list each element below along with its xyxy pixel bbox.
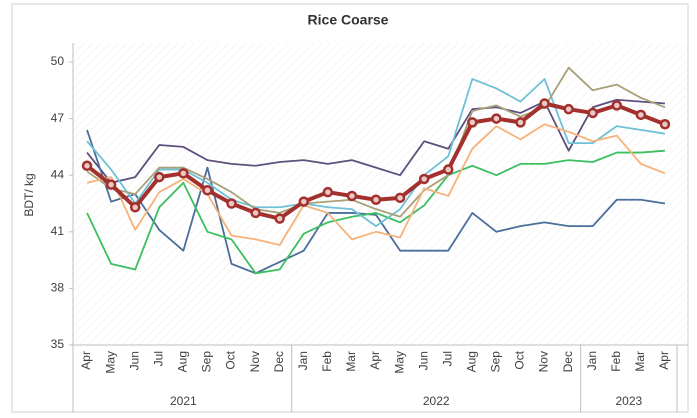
x-tick-label: Dec — [272, 351, 286, 372]
series-marker — [105, 179, 117, 190]
y-tick-label: 35 — [51, 337, 65, 351]
y-tick-label: 47 — [51, 111, 65, 125]
series-marker — [202, 185, 213, 196]
series-line — [86, 123, 666, 246]
series-marker — [226, 198, 237, 209]
y-tick-label: 44 — [51, 167, 65, 181]
chart-title: Rice Coarse — [308, 12, 389, 28]
x-tick-label: Apr — [79, 351, 93, 370]
series-marker — [274, 213, 285, 224]
series-line — [86, 129, 666, 275]
series-marker — [346, 190, 358, 202]
series-marker — [515, 117, 526, 128]
series-marker — [81, 160, 93, 172]
x-tick-label: May — [103, 351, 117, 374]
series-marker — [178, 168, 189, 179]
series-line — [86, 98, 666, 184]
x-tick-label: Feb — [609, 351, 623, 372]
series-marker — [611, 100, 623, 111]
series-marker — [491, 113, 502, 124]
x-tick-label: Apr — [657, 351, 671, 370]
plot-area — [73, 43, 685, 345]
x-tick-label: Jun — [416, 351, 430, 370]
series-marker — [587, 107, 598, 119]
x-tick-label: Apr — [368, 351, 382, 370]
x-tick-label: Feb — [320, 351, 334, 372]
series-marker — [659, 119, 671, 130]
x-group-label: 2023 — [615, 394, 642, 408]
x-tick-label: Mar — [344, 351, 358, 372]
x-tick-label: Nov — [537, 351, 551, 372]
series-marker — [635, 109, 647, 121]
x-tick-label: Aug — [464, 351, 478, 372]
x-tick-label: Aug — [176, 351, 190, 372]
x-tick-label: Nov — [248, 351, 262, 372]
series-marker — [418, 173, 430, 185]
series-marker — [442, 164, 454, 175]
x-tick-label: Jan — [585, 351, 599, 370]
x-tick-label: Jul — [440, 351, 454, 366]
x-tick-label: Oct — [513, 350, 527, 369]
series-marker — [129, 202, 141, 213]
y-axis-label: BDT/ kg — [22, 173, 36, 216]
series-marker — [539, 98, 550, 109]
series-marker — [322, 186, 334, 198]
series-marker — [394, 192, 406, 204]
series-marker — [370, 194, 382, 205]
series-line — [86, 149, 666, 275]
x-tick-label: Jan — [296, 351, 310, 370]
x-tick-label: Jul — [151, 351, 165, 366]
x-tick-label: Dec — [561, 351, 575, 372]
y-tick-label: 41 — [51, 224, 65, 238]
x-tick-label: Mar — [633, 351, 647, 372]
y-tick-label: 50 — [51, 54, 65, 68]
x-group-label: 2022 — [423, 394, 450, 408]
series-marker — [250, 207, 261, 219]
series-line — [86, 66, 666, 218]
y-tick-label: 38 — [51, 281, 65, 295]
x-tick-label: Oct — [224, 350, 238, 369]
x-tick-label: Sep — [200, 351, 214, 373]
x-group-label: 2021 — [170, 394, 197, 408]
series-marker — [467, 117, 478, 128]
series-marker — [298, 196, 310, 207]
x-tick-label: May — [392, 351, 406, 374]
x-tick-label: Sep — [489, 351, 503, 373]
series-marker — [154, 171, 165, 183]
x-tick-label: Jun — [127, 351, 141, 370]
series-marker — [563, 103, 574, 115]
